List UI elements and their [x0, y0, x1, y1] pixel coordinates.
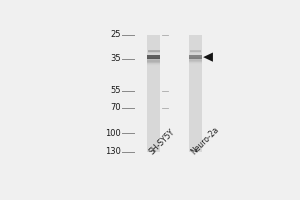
Bar	[189, 62, 202, 63]
Bar	[147, 60, 160, 61]
Text: 70: 70	[111, 103, 121, 112]
Bar	[189, 60, 202, 61]
Bar	[147, 55, 160, 59]
Bar	[189, 58, 202, 59]
Bar	[147, 35, 160, 152]
Bar	[189, 62, 202, 63]
Bar	[148, 51, 160, 52]
Bar	[148, 51, 160, 52]
Bar	[190, 51, 201, 52]
Bar	[147, 57, 160, 58]
Bar	[148, 52, 160, 53]
Bar	[147, 58, 160, 59]
Text: Neuro-2a: Neuro-2a	[189, 125, 220, 156]
Bar	[189, 61, 202, 62]
Bar	[147, 59, 160, 60]
Text: 100: 100	[106, 129, 121, 138]
Bar	[147, 63, 160, 64]
Text: 130: 130	[105, 147, 121, 156]
Polygon shape	[203, 53, 213, 62]
Bar	[147, 61, 160, 62]
Text: 25: 25	[111, 30, 121, 39]
Bar	[148, 52, 160, 53]
Bar	[147, 61, 160, 62]
Text: SH-SY5Y: SH-SY5Y	[147, 127, 176, 156]
Bar	[147, 65, 160, 66]
Bar	[189, 61, 202, 62]
Text: 35: 35	[111, 54, 121, 63]
Bar	[148, 50, 160, 52]
Bar	[189, 63, 202, 64]
Bar	[189, 35, 202, 152]
Bar	[190, 52, 201, 53]
Bar	[147, 57, 160, 58]
Bar	[147, 59, 160, 60]
Bar	[147, 64, 160, 65]
Bar	[148, 53, 160, 54]
Bar	[189, 60, 202, 61]
Bar	[189, 57, 202, 58]
Bar	[189, 58, 202, 59]
Bar	[189, 57, 202, 58]
Bar	[189, 59, 202, 60]
Bar	[147, 64, 160, 65]
Bar	[190, 50, 201, 52]
Bar	[148, 53, 160, 54]
Bar	[147, 58, 160, 59]
Bar	[147, 60, 160, 61]
Bar	[147, 62, 160, 63]
Bar	[189, 63, 202, 64]
Text: 55: 55	[111, 86, 121, 95]
Bar	[189, 59, 202, 60]
Bar	[147, 63, 160, 64]
Bar	[147, 62, 160, 63]
Bar	[189, 55, 202, 59]
Bar	[190, 51, 201, 52]
Bar	[190, 52, 201, 53]
